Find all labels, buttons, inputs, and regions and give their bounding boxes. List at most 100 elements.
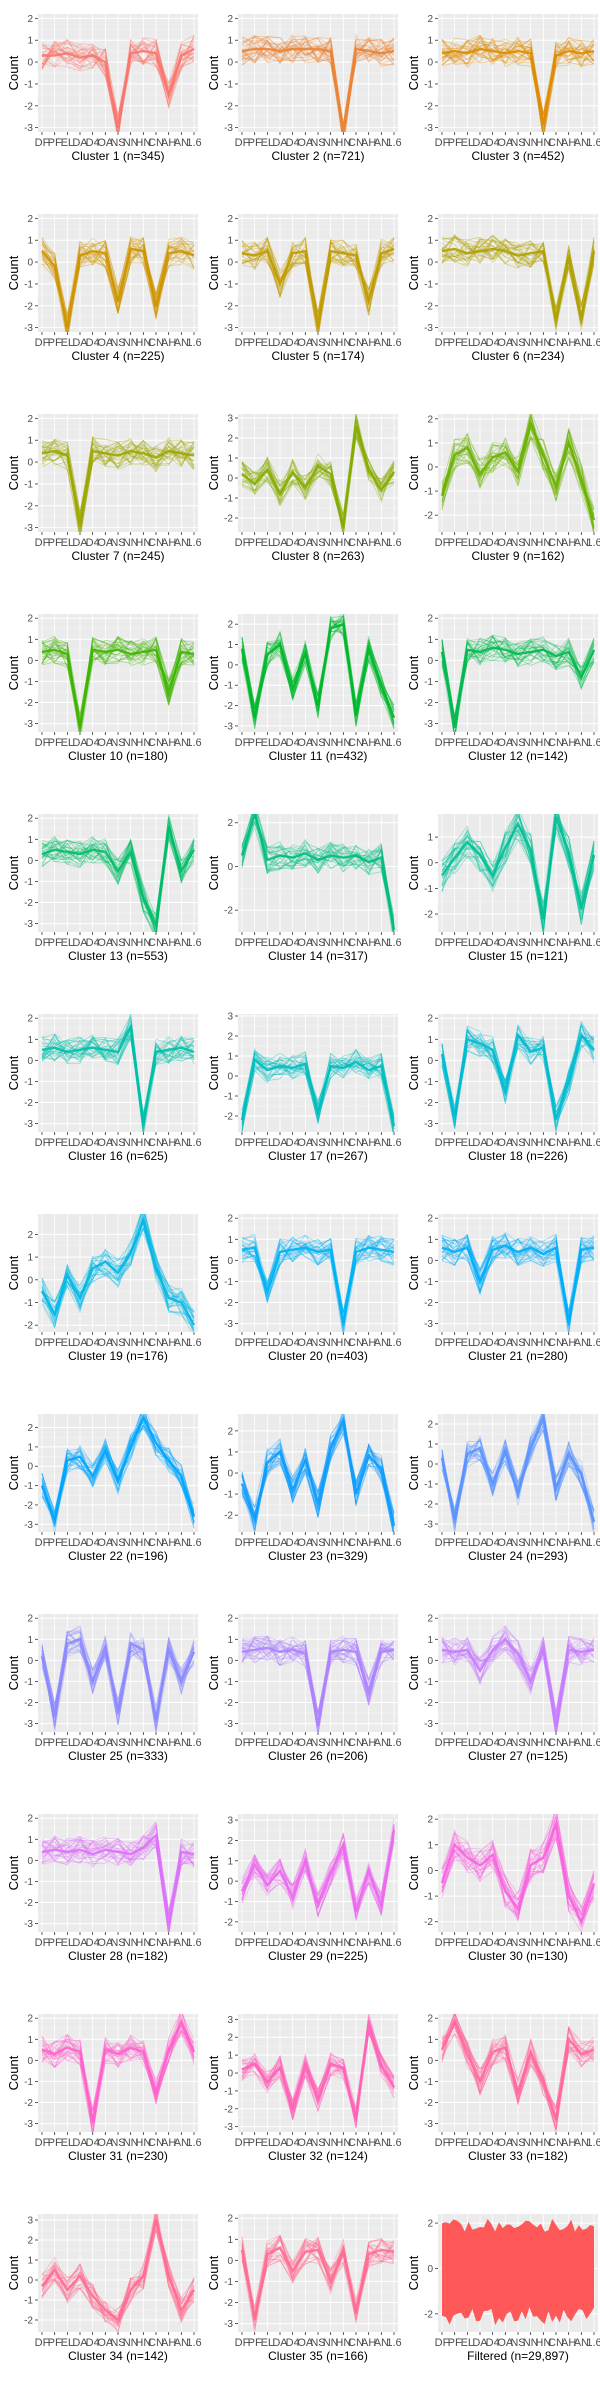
series-line xyxy=(241,814,395,932)
x-tick-label: 1.6 xyxy=(386,537,401,549)
x-tick-label: D4 xyxy=(86,2137,100,2149)
series-line xyxy=(41,638,195,716)
x-tick-label: 1.6 xyxy=(186,137,201,149)
series-line xyxy=(41,2221,195,2332)
x-tick-label: AH xyxy=(361,1737,376,1749)
x-tick-label: AH xyxy=(361,1337,376,1349)
x-tick-label: NS xyxy=(510,2137,525,2149)
series-line xyxy=(41,2025,195,2132)
series-line xyxy=(241,1425,395,1513)
series-line xyxy=(41,1228,194,1332)
y-axis-title: Count xyxy=(206,855,221,890)
x-tick-label: DA xyxy=(272,937,288,949)
y-tick-label: 2 xyxy=(427,2014,433,2025)
cluster-caption: Cluster 23 (n=329) xyxy=(268,1549,368,1563)
y-axis-title: Count xyxy=(406,855,421,890)
x-tick-label: PF xyxy=(48,537,62,549)
series-line xyxy=(241,814,395,928)
y-tick-label: -3 xyxy=(24,1520,33,1531)
x-tick-label: OA xyxy=(497,137,514,149)
x-tick-label: D4 xyxy=(286,1137,300,1149)
series-centroid-line xyxy=(240,622,396,719)
x-tick-label: D4 xyxy=(286,737,300,749)
cluster-panel: -3 -2 -1 0 1 2 DF PF EL DA D4 OA NS NN HN CN AH AN 1.6 Coun… xyxy=(206,1604,402,1772)
x-tick-label: 1.6 xyxy=(386,937,401,949)
x-tick-label: HN xyxy=(335,537,351,549)
cluster-panel: -3 -2 -1 0 1 2 DF PF EL DA D4 OA NS NN HN CN AH AN 1.6 Coun… xyxy=(406,4,600,172)
x-tick-label: AH xyxy=(161,2337,176,2349)
cluster-caption: Cluster 2 (n=721) xyxy=(271,149,364,163)
series-line xyxy=(441,814,595,920)
series-group xyxy=(442,2219,594,2326)
x-tick-label: AN xyxy=(574,2337,589,2349)
series-line xyxy=(41,638,195,720)
y-tick-label: 1 xyxy=(27,36,33,47)
x-tick-label: D4 xyxy=(286,1937,300,1949)
y-tick-label: 1 xyxy=(27,236,33,247)
x-tick-label: 1.6 xyxy=(386,1137,401,1149)
y-tick-label: -1 xyxy=(424,1277,433,1288)
x-tick-label: OA xyxy=(297,1337,314,1349)
x-tick-label: AN xyxy=(174,2337,189,2349)
x-tick-label: D4 xyxy=(86,1337,100,1349)
series-centroid-line xyxy=(441,1637,595,1724)
x-tick-label: D4 xyxy=(86,1737,100,1749)
x-tick-label: PF xyxy=(248,937,262,949)
series-line xyxy=(241,1235,395,1318)
y-tick-label: 0 xyxy=(27,1056,33,1067)
y-tick-label: -1 xyxy=(24,1877,33,1888)
series-line xyxy=(241,2014,395,2120)
y-tick-label: -2 xyxy=(424,2309,433,2320)
series-line xyxy=(241,421,395,518)
series-line xyxy=(241,2019,395,2117)
x-tick-label: HN xyxy=(335,137,351,149)
series-line xyxy=(241,39,395,132)
x-tick-label: AN xyxy=(174,1737,189,1749)
y-tick-label: -1 xyxy=(424,1892,433,1903)
y-tick-label: 2 xyxy=(27,414,33,425)
series-line xyxy=(241,815,395,924)
series-line xyxy=(441,1625,595,1712)
series-line xyxy=(241,35,395,132)
series-line xyxy=(241,1234,395,1325)
y-tick-label: -1 xyxy=(424,2077,433,2088)
series-centroid-line xyxy=(41,648,195,729)
cluster-panel: -3 -2 -1 0 1 2 DF PF EL DA D4 OA NS NN HN CN AH AN 1.6 Coun… xyxy=(206,4,402,172)
series-line xyxy=(241,814,395,921)
series-line xyxy=(441,42,595,132)
x-tick-label: DA xyxy=(272,1937,288,1949)
series-line xyxy=(241,1636,395,1718)
series-line xyxy=(241,1432,395,1526)
cluster-caption: Cluster 27 (n=125) xyxy=(468,1749,568,1763)
series-line xyxy=(241,37,395,132)
series-group xyxy=(41,1014,195,1132)
y-tick-label: 2 xyxy=(227,14,233,25)
series-line xyxy=(441,1824,595,1931)
y-tick-label: 0 xyxy=(427,1256,433,1267)
series-line xyxy=(441,42,595,132)
series-line xyxy=(241,2243,395,2331)
x-tick-label: EL xyxy=(61,337,74,349)
x-tick-label: PF xyxy=(448,2337,462,2349)
cluster-caption: Cluster 25 (n=333) xyxy=(68,1749,168,1763)
y-tick-label: 2 xyxy=(227,1836,233,1847)
x-tick-label: HN xyxy=(135,537,151,549)
cluster-panel: -2 -1 0 1 2 3 DF PF EL DA D4 OA NS NN HN CN AH AN 1.6 Count… xyxy=(206,404,402,572)
series-line xyxy=(41,1823,195,1911)
x-tick-label: EL xyxy=(261,1737,274,1749)
y-tick-label: -2 xyxy=(224,1112,233,1123)
x-tick-label: DA xyxy=(472,137,488,149)
y-tick-label: -3 xyxy=(424,2119,433,2130)
y-tick-label: 1 xyxy=(227,1856,233,1867)
series-line xyxy=(41,239,195,332)
series-line xyxy=(441,636,595,718)
series-line xyxy=(441,1231,595,1326)
series-line xyxy=(41,441,195,532)
x-tick-label: DF xyxy=(35,937,50,949)
series-line xyxy=(41,1632,195,1716)
series-line xyxy=(41,1214,195,1327)
series-line xyxy=(41,447,195,516)
series-line xyxy=(441,1630,595,1732)
